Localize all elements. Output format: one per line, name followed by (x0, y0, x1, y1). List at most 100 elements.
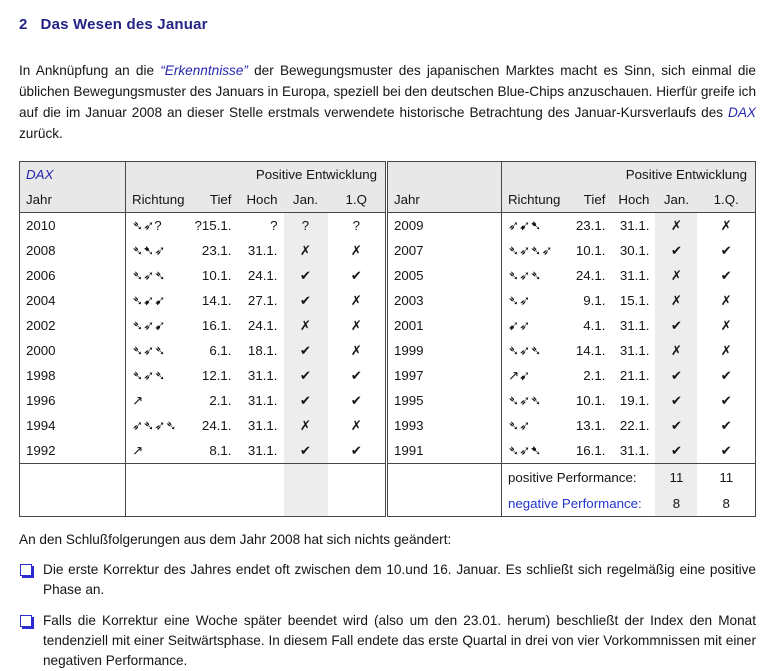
jan-mark-cell: ✗ (655, 338, 698, 363)
jan-mark-cell: ✗ (283, 313, 328, 338)
q1-mark-cell: ✔ (327, 438, 386, 464)
jan-mark-cell: ✔ (283, 338, 328, 363)
tief-date-cell: 10.1. (201, 268, 232, 283)
jan-mark-cell: ✔ (283, 288, 328, 313)
hoch-date-cell: 31.1. (237, 438, 284, 464)
hoch-date-cell: 21.1. (619, 368, 650, 383)
empty-title-cell (387, 161, 502, 187)
direction-arrows: ➶➴➶➴ (132, 417, 177, 433)
year-cell: 2002 (19, 313, 126, 338)
year-cell: 2009 (387, 212, 502, 238)
year-cell: 2003 (387, 288, 502, 313)
q1-mark-cell: ✗ (350, 342, 362, 358)
shadowed-square-bullet-icon (20, 615, 32, 627)
direction-arrows: ➴➶➴ (132, 342, 166, 358)
tief-date-cell: 6.1. (209, 343, 232, 358)
jan-mark-cell: ✔ (283, 388, 328, 413)
tief-date-cell: 8.1. (187, 438, 238, 464)
hoch-date-cell: 31.1. (247, 368, 278, 383)
jan-mark-cell: ✔ (655, 238, 698, 263)
year-cell: 1994 (19, 413, 126, 438)
year-cell: 2004 (19, 288, 126, 313)
table-row: 2000 ➴➶➴ 6.1. 18.1. ✔ ✗ (19, 338, 386, 363)
direction-arrows: ➴➶➴ (507, 267, 542, 283)
header-row-title: DAX Positive Entwicklung (19, 161, 386, 187)
q1-mark-cell: ✗ (350, 292, 362, 308)
jan-mark-cell: ✗ (655, 288, 698, 313)
direction-arrows: ➴➶ (507, 417, 531, 433)
tief-date-cell: 10.1. (575, 393, 606, 408)
hoch-date-cell: 31.1. (247, 418, 278, 433)
table-right-half: Positive Entwicklung Jahr Richtung Tief … (386, 161, 756, 517)
header-row-columns: Jahr Richtung Tief Hoch Jan. 1.Q. (387, 187, 756, 213)
tief-date-cell: 16.1. (201, 318, 232, 333)
jan-mark-cell: ✗ (655, 263, 698, 288)
direction-arrows: ↗ (132, 392, 144, 408)
jan-mark-cell: ✔ (655, 363, 698, 388)
q1-mark-cell: ✔ (350, 267, 362, 283)
intro-paragraph: In Anknüpfung an die “Erkenntnisse” der … (19, 60, 756, 144)
section-heading: 2 Das Wesen des Januar (19, 16, 756, 33)
jan-mark-cell: ✗ (283, 238, 328, 263)
bullet-text: Falls die Korrektur eine Woche später be… (43, 613, 756, 668)
col-header-richtung: Richtung (501, 187, 564, 213)
dax-title-cell: DAX (19, 161, 126, 187)
tief-date-cell: 10.1. (575, 243, 606, 258)
positive-performance-row: positive Performance: 11 11 (387, 463, 755, 490)
table-row: 1996 ↗ 2.1. 31.1. ✔ ✔ (19, 388, 386, 413)
direction-arrows: ➴➶➴➶ (507, 242, 553, 258)
hoch-date-cell: 18.1. (247, 343, 278, 358)
positive-jan-count: 11 (655, 463, 698, 490)
q1-mark-cell: ✔ (720, 267, 732, 283)
hoch-date-cell: 31.1. (611, 438, 656, 464)
col-header-hoch: Hoch (237, 187, 284, 213)
direction-arrows: ➴➶? (132, 217, 162, 233)
jan-mark-cell: ✔ (655, 388, 698, 413)
q1-mark-cell: ✗ (720, 292, 732, 308)
direction-arrows: ➶➹➷ (507, 217, 542, 233)
tief-date-cell: 13.1. (575, 418, 606, 433)
table-row: 1995 ➴➶➴ 10.1. 19.1. ✔ ✔ (387, 388, 755, 413)
tief-date-cell: 23.1. (201, 243, 232, 258)
jan-mark-cell: ✗ (283, 413, 328, 438)
year-cell: 1992 (19, 438, 126, 464)
year-cell: 1998 (19, 363, 126, 388)
direction-arrows: ➴➶➴ (132, 367, 166, 383)
hoch-date-cell: 27.1. (247, 293, 278, 308)
direction-arrows: ➴➹➹ (132, 292, 166, 308)
q1-mark-cell: ✔ (350, 392, 362, 408)
bullet-text: Die erste Korrektur des Jahres endet oft… (43, 562, 756, 597)
direction-arrows: ➴➶➴ (507, 392, 542, 408)
positive-entwicklung-header: Positive Entwicklung (125, 161, 386, 187)
jan-mark-cell: ✔ (655, 313, 698, 338)
tief-date-cell: 14.1. (201, 293, 232, 308)
table-row: 2008 ➴➷➶ 23.1. 31.1. ✗ ✗ (19, 238, 386, 263)
table-row: 1991 ➴➶➷ 16.1. 31.1. ✔ ✔ (387, 438, 756, 464)
col-header-hoch: Hoch (611, 187, 656, 213)
hoch-date-cell: 31.1. (619, 343, 650, 358)
col-header-jahr: Jahr (19, 187, 126, 213)
table-row: 1998 ➴➶➴ 12.1. 31.1. ✔ ✔ (19, 363, 386, 388)
direction-arrows: ➴➶➷ (501, 438, 564, 464)
hoch-date-cell: ? (270, 218, 278, 233)
hoch-date-cell: 24.1. (247, 268, 278, 283)
col-header-jan: Jan. (655, 187, 698, 213)
table-left-half: DAX Positive Entwicklung Jahr Richtung T… (19, 161, 387, 517)
q1-mark-cell: ✔ (720, 367, 732, 383)
direction-arrows: ➴➶➴ (507, 342, 542, 358)
direction-arrows: ➴➶ (507, 292, 531, 308)
jan-mark-cell: ? (283, 212, 328, 238)
direction-arrows: ↗➹ (507, 367, 531, 383)
table-left-body: 2010 ➴➶? ?15.1.??? 2008 ➴➷➶ 23.1. 31.1. ✗ ✗ 2006 ➴… (19, 212, 386, 464)
table-row: 1994 ➶➴➶➴ 24.1. 31.1. ✗ ✗ (19, 413, 386, 438)
direction-arrows: ➴➶➴ (132, 267, 166, 283)
hoch-date-cell: 30.1. (619, 243, 650, 258)
hoch-date-cell: 31.1. (619, 218, 650, 233)
direction-arrows: ➴➶➹ (132, 317, 166, 333)
year-cell: 1999 (387, 338, 502, 363)
dax-term: DAX (728, 105, 756, 120)
quoted-term: “Erkenntnisse” (160, 63, 248, 78)
header-row-title: Positive Entwicklung (387, 161, 756, 187)
table-row: 2002 ➴➶➹ 16.1. 24.1. ✗ ✗ (19, 313, 386, 338)
